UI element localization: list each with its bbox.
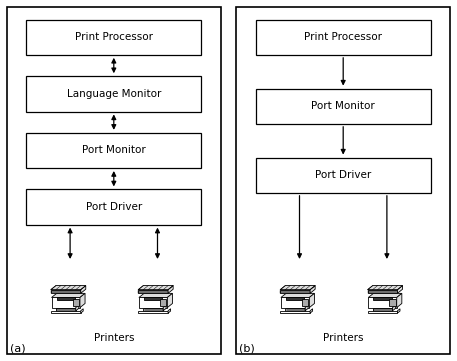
Text: Language Monitor: Language Monitor bbox=[67, 89, 161, 99]
Polygon shape bbox=[281, 293, 314, 297]
Text: Port Monitor: Port Monitor bbox=[311, 101, 375, 111]
Text: Printers: Printers bbox=[94, 333, 134, 343]
FancyBboxPatch shape bbox=[27, 189, 201, 225]
FancyBboxPatch shape bbox=[27, 19, 201, 55]
FancyBboxPatch shape bbox=[256, 157, 430, 193]
Polygon shape bbox=[167, 293, 172, 308]
Polygon shape bbox=[280, 286, 315, 290]
Polygon shape bbox=[373, 297, 392, 300]
Polygon shape bbox=[280, 290, 310, 293]
Text: Print Processor: Print Processor bbox=[304, 32, 382, 42]
Polygon shape bbox=[138, 286, 173, 290]
Polygon shape bbox=[56, 308, 76, 311]
Polygon shape bbox=[143, 308, 163, 311]
Bar bbox=[160, 299, 166, 306]
FancyBboxPatch shape bbox=[7, 7, 221, 354]
Polygon shape bbox=[368, 293, 402, 297]
Polygon shape bbox=[168, 286, 173, 293]
FancyBboxPatch shape bbox=[256, 88, 430, 124]
FancyBboxPatch shape bbox=[236, 7, 450, 354]
Polygon shape bbox=[168, 309, 170, 313]
FancyBboxPatch shape bbox=[27, 133, 201, 168]
Polygon shape bbox=[309, 293, 314, 308]
Polygon shape bbox=[285, 308, 305, 311]
Polygon shape bbox=[52, 297, 80, 308]
Polygon shape bbox=[305, 305, 308, 311]
Polygon shape bbox=[139, 293, 172, 297]
Text: Port Driver: Port Driver bbox=[315, 170, 372, 180]
Polygon shape bbox=[163, 305, 166, 311]
Polygon shape bbox=[138, 311, 168, 313]
Polygon shape bbox=[52, 293, 85, 297]
Text: Printers: Printers bbox=[323, 333, 363, 343]
Polygon shape bbox=[367, 290, 398, 293]
Polygon shape bbox=[76, 305, 79, 311]
Text: Port Driver: Port Driver bbox=[85, 202, 142, 212]
Polygon shape bbox=[372, 308, 393, 311]
Polygon shape bbox=[51, 286, 86, 290]
FancyBboxPatch shape bbox=[27, 76, 201, 112]
Polygon shape bbox=[286, 297, 304, 300]
Text: Port Monitor: Port Monitor bbox=[82, 145, 146, 156]
Bar bbox=[302, 299, 308, 306]
Text: (a): (a) bbox=[10, 344, 26, 353]
Polygon shape bbox=[51, 290, 80, 293]
Bar bbox=[389, 299, 396, 306]
Polygon shape bbox=[280, 311, 310, 313]
Polygon shape bbox=[281, 297, 309, 308]
Polygon shape bbox=[57, 297, 75, 300]
Polygon shape bbox=[80, 286, 86, 293]
Polygon shape bbox=[367, 311, 398, 313]
FancyBboxPatch shape bbox=[256, 19, 430, 55]
Polygon shape bbox=[138, 290, 168, 293]
Polygon shape bbox=[398, 286, 403, 293]
Polygon shape bbox=[310, 309, 313, 313]
Polygon shape bbox=[51, 311, 80, 313]
Polygon shape bbox=[139, 297, 167, 308]
Polygon shape bbox=[397, 293, 402, 308]
Polygon shape bbox=[310, 286, 315, 293]
Polygon shape bbox=[393, 305, 395, 311]
Polygon shape bbox=[368, 297, 397, 308]
Text: (b): (b) bbox=[239, 344, 255, 353]
Polygon shape bbox=[80, 293, 85, 308]
Polygon shape bbox=[144, 297, 162, 300]
Polygon shape bbox=[398, 309, 400, 313]
Polygon shape bbox=[367, 286, 403, 290]
Text: Print Processor: Print Processor bbox=[75, 32, 153, 42]
Bar bbox=[73, 299, 79, 306]
Polygon shape bbox=[80, 309, 83, 313]
